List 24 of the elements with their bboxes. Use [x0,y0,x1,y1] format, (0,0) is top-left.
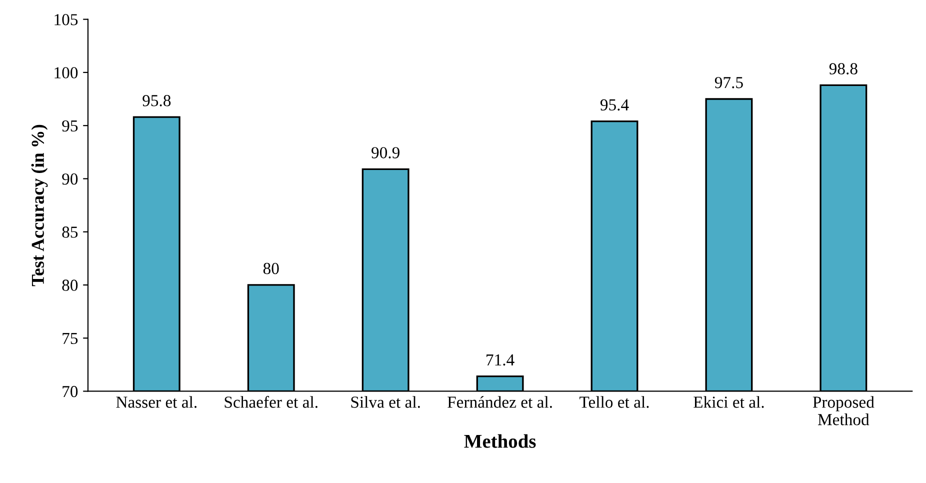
x-tick-label: Nasser et al. [116,396,196,408]
data-label: 80 [263,262,279,274]
y-axis-title: Test Accuracy (in %) [31,124,48,286]
y-tick-label: 105 [54,14,78,26]
x-tick-label: Ekici et al. [694,396,764,408]
data-label: 95.8 [142,95,171,106]
data-label: 97.5 [714,76,743,88]
y-tick-label: 75 [62,332,78,344]
x-tick-label: Fernández et al. [448,396,552,408]
x-tick-label: Proposed Method [812,396,874,426]
data-label: 90.9 [372,147,400,158]
data-label: 95.4 [600,99,629,111]
y-tick-label: 70 [62,386,78,398]
data-label: 98.8 [829,63,858,74]
x-tick-label: Tello et al. [580,396,649,408]
y-tick-label: 85 [62,226,78,238]
x-axis-title: Methods [464,434,536,448]
x-tick-label: Schaefer et al. [224,396,318,408]
x-tick-label: Silva et al. [351,396,420,408]
y-tick-label: 100 [54,67,78,78]
data-label: 71.4 [486,354,514,366]
y-tick-label: 95 [62,120,78,132]
y-tick-label: 80 [62,280,78,291]
y-tick-label: 90 [62,173,78,185]
